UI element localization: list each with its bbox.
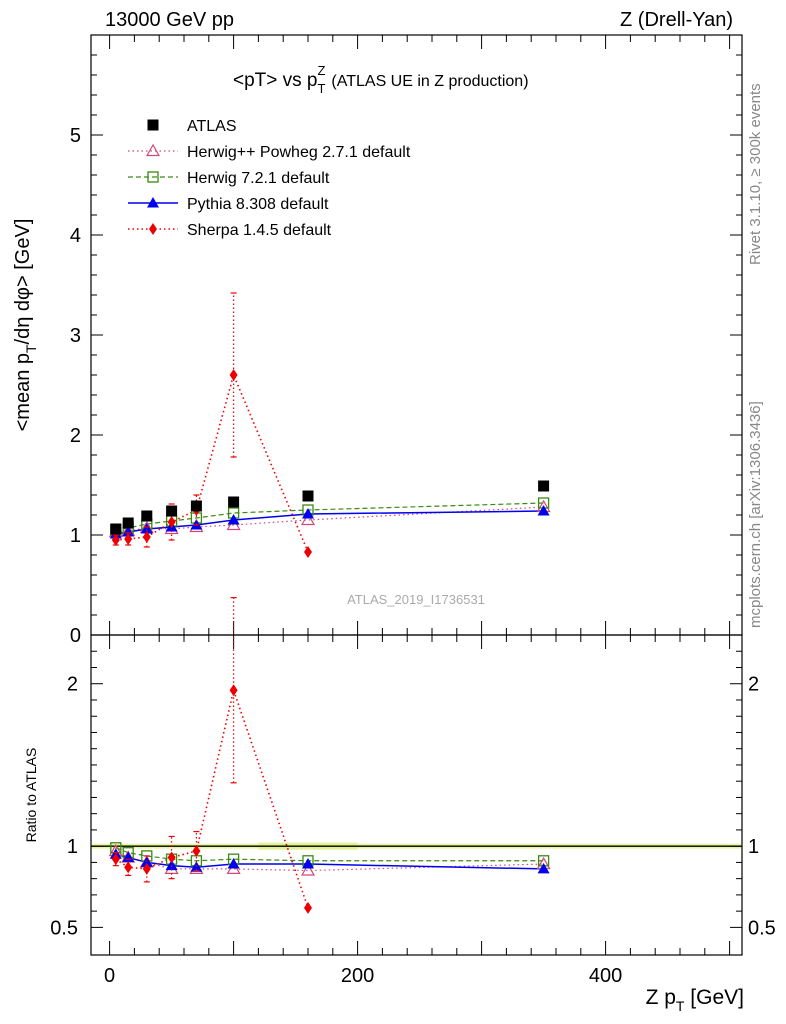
series-lines	[115, 372, 544, 909]
legend-label-sherpa: Sherpa 1.4.5 default	[187, 222, 332, 239]
main-point-pythia	[140, 523, 153, 534]
main-point-sherpa	[304, 546, 312, 558]
main-point-pythia	[227, 514, 240, 525]
x-axis-label-text: Z p	[646, 986, 676, 1009]
main-point-sherpa	[111, 534, 120, 546]
ratio-ytick-label: 1	[67, 836, 78, 858]
main-title-sub: T	[317, 81, 325, 96]
main-point-atlas	[538, 480, 550, 492]
ratio-point-sherpa	[142, 862, 151, 875]
main-title-text: <pT> vs p	[233, 70, 318, 91]
legend-label-herwigpp: Herwig++ Powheg 2.7.1 default	[187, 144, 411, 161]
main-point-pythia	[537, 505, 550, 516]
main-point-atlas	[302, 490, 314, 502]
ratio-point-sherpa	[124, 861, 133, 874]
legend-marker-herwig7	[147, 171, 159, 183]
ratio-point-sherpa	[304, 901, 312, 914]
x-axis-label-rest: [GeV]	[684, 986, 744, 1009]
main-point-sherpa	[124, 533, 133, 545]
ratio-point-pythia	[227, 858, 240, 869]
main-title-extra: (ATLAS UE in Z production)	[331, 73, 528, 90]
ratio-point-sherpa	[111, 853, 120, 866]
main-ytick-label: 3	[70, 325, 81, 347]
main-point-pythia	[302, 508, 314, 519]
ratio-line-sherpa	[115, 687, 309, 909]
main-ylabel-rest: /dη dφ> [GeV]	[12, 219, 34, 345]
main-ytick-label: 1	[70, 525, 81, 547]
x-tick-label: 0	[104, 965, 115, 987]
main-ytick-label: 4	[70, 225, 81, 247]
ratio-line-herwig7	[115, 847, 544, 862]
ratio-point-sherpa	[167, 851, 176, 864]
legend-label-atlas: ATLAS	[187, 118, 237, 135]
legend-label-herwig7: Herwig 7.2.1 default	[187, 170, 330, 187]
axis-ticks: 0 1 2 3 4 5 0.5 0.5 1 1 2 2 0 200 400	[50, 35, 776, 987]
legend-marker-pythia	[147, 197, 159, 208]
main-ytick-label: 0	[70, 625, 81, 647]
main-ytick-label: 5	[70, 125, 81, 147]
ratio-ytick-label: 0.5	[50, 917, 78, 939]
ratio-point-herwigpp	[300, 863, 316, 876]
ratio-point-pythia	[302, 858, 314, 869]
legend-label-pythia: Pythia 8.308 default	[187, 196, 329, 213]
rivet-label: Rivet 3.1.10, ≥ 300k events	[747, 83, 764, 265]
legend: ATLAS Herwig++ Powheg 2.7.1 default Herwig…	[128, 118, 411, 239]
main-point-atlas	[190, 500, 202, 512]
header-left: 13000 GeV pp	[105, 9, 234, 31]
ratio-ytick-label-right: 0.5	[748, 917, 776, 939]
main-line-herwigpp	[115, 506, 544, 533]
series-markers	[108, 292, 551, 914]
ratio-point-pythia	[165, 859, 178, 871]
ratio-point-pythia	[537, 862, 550, 874]
main-ytick-label: 2	[70, 425, 81, 447]
main-point-pythia	[122, 526, 135, 537]
main-title-sup: Z	[318, 63, 326, 78]
x-tick-label: 400	[589, 965, 622, 987]
ratio-ytick-label-right: 2	[748, 674, 759, 696]
main-point-sherpa	[142, 531, 151, 543]
ratio-point-sherpa	[192, 845, 201, 858]
ratio-frame	[90, 634, 743, 956]
x-axis-label-sub: T	[676, 998, 685, 1014]
ratio-line-pythia	[115, 853, 544, 870]
ratio-uncertainty-band	[91, 842, 742, 850]
main-ylabel: <mean pT/dη dφ> [GeV]	[12, 219, 39, 432]
main-point-atlas	[122, 517, 134, 529]
main-point-atlas	[228, 496, 240, 508]
legend-marker-sherpa	[149, 223, 157, 235]
x-tick-label: 200	[341, 965, 374, 987]
legend-marker-atlas	[147, 119, 159, 131]
header-right: Z (Drell-Yan)	[620, 9, 733, 31]
ratio-point-sherpa	[229, 684, 238, 697]
main-ylabel-sub: T	[23, 344, 39, 353]
x-axis-label: Z pT [GeV]	[646, 986, 744, 1014]
main-point-atlas	[110, 523, 122, 535]
main-point-sherpa	[167, 516, 176, 528]
watermark: ATLAS_2019_I1736531	[347, 592, 485, 607]
mcplots-label: mcplots.cern.ch [arXiv:1306.3436]	[747, 401, 764, 628]
main-point-atlas	[166, 505, 178, 517]
ratio-ylabel: Ratio to ATLAS	[23, 748, 39, 843]
main-point-atlas	[141, 510, 153, 522]
main-title: <pT> vs pZ T (ATLAS UE in Z production)	[233, 63, 529, 96]
ratio-ytick-label-right: 1	[748, 836, 759, 858]
ratio-point-pythia	[190, 861, 203, 872]
main-point-sherpa	[229, 369, 238, 381]
legend-marker-herwigpp	[145, 143, 161, 157]
main-point-herwigpp	[300, 512, 316, 526]
main-line-pythia	[115, 510, 544, 535]
ratio-ytick-label: 2	[67, 674, 78, 696]
main-ylabel-text: <mean p	[12, 353, 34, 431]
